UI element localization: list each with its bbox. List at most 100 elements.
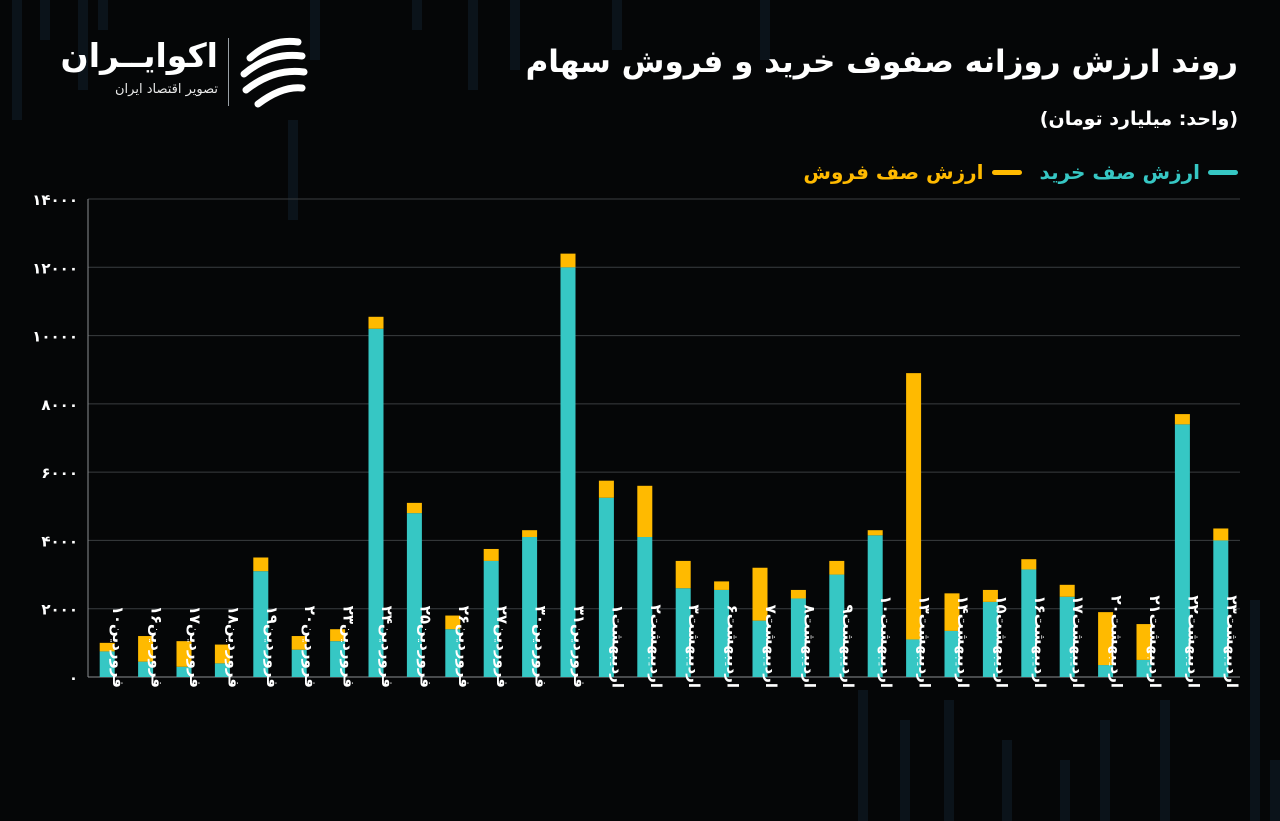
y-tick-label: ۸۰۰۰ [41, 396, 78, 414]
x-tick-label: فروردین۳۱ [570, 606, 588, 688]
x-tick-label: اردیبهشت۹ [839, 605, 857, 688]
x-tick-label: فروردین۱۹ [263, 606, 281, 688]
legend-label-sell: ارزش صف فروش [803, 160, 984, 184]
legend-item-sell: ارزش صف فروش [803, 160, 1022, 184]
bar-buy [483, 560, 499, 677]
bar-buy [1059, 596, 1075, 677]
x-tick-label: اردیبهشت۳ [685, 605, 703, 688]
x-tick-label: اردیبهشت۱۵ [992, 595, 1010, 688]
grid-lines [88, 198, 1240, 610]
x-tick-label: اردیبهشت۲۳ [1223, 595, 1241, 688]
bar-sell [291, 636, 307, 650]
bar-buy [714, 589, 730, 677]
bar-buy [944, 630, 960, 677]
y-tick-label: ۲۰۰۰ [41, 601, 78, 619]
decor-candle-2 [78, 0, 88, 90]
decor-candle-18 [1250, 600, 1260, 821]
bars [99, 253, 1229, 677]
bar-sell [867, 530, 883, 536]
x-tick-label: اردیبهشت۲۲ [1184, 595, 1202, 688]
bar-buy [906, 639, 922, 677]
brand-tagline: تصویر اقتصاد ایران [115, 82, 218, 97]
decor-candle-5 [310, 0, 320, 60]
bar-sell [714, 581, 730, 590]
chart-unit: (واحد: میلیارد تومان) [1039, 108, 1238, 130]
decor-candle-0 [12, 0, 22, 120]
decor-candle-17 [1160, 700, 1170, 821]
bar-sell [1213, 528, 1229, 541]
x-tick-label: اردیبهشت۲ [647, 605, 665, 688]
bar-buy [138, 661, 154, 677]
x-tick-label: فروردین۲۷ [493, 606, 511, 688]
x-tick-label: اردیبهشت۶ [724, 605, 742, 688]
bar-buy [368, 328, 384, 677]
y-tick-label: ۱۲۰۰۰ [32, 259, 78, 277]
x-tick-label: اردیبهشت۱۰ [877, 595, 895, 688]
decor-candle-4 [288, 120, 298, 220]
decor-candle-12 [900, 720, 910, 821]
y-tick-label: ۴۰۰۰ [41, 532, 78, 550]
x-tick-label: اردیبهشت۱۳ [916, 595, 934, 688]
bar-buy [867, 535, 883, 677]
x-tick-label: فروردین۲۴ [378, 606, 396, 688]
bar-sell [906, 373, 922, 640]
decor-candle-7 [468, 0, 478, 90]
decor-candle-10 [760, 0, 770, 60]
x-tick-label: اردیبهشت۲۰ [1108, 595, 1126, 688]
x-tick-label: فروردین۱۶ [148, 606, 166, 688]
x-tick-label: اردیبهشت۱ [608, 605, 626, 688]
decor-candle-16 [1100, 720, 1110, 821]
decor-candle-9 [612, 0, 622, 50]
bar-sell [214, 644, 230, 664]
bar-buy [1098, 665, 1114, 677]
bar-buy [176, 666, 192, 677]
bar-sell [1021, 559, 1037, 570]
x-tick-label: اردیبهشت۱۷ [1069, 595, 1087, 688]
y-tick-label: ۶۰۰۰ [41, 464, 78, 482]
legend-swatch-sell [991, 169, 1022, 175]
bar-sell [598, 480, 614, 498]
bar-buy [406, 513, 422, 677]
x-tick-label: فروردین۲۰ [301, 606, 319, 688]
x-tick-label: فروردین۳۰ [532, 606, 550, 688]
bar-sell [829, 560, 845, 575]
x-tick-label: فروردین۲۶ [455, 606, 473, 688]
chart-legend: ارزش صف خرید ارزش صف فروش [803, 160, 1238, 184]
bar-buy [214, 663, 230, 677]
bar-buy [522, 537, 538, 677]
bar-sell [1136, 624, 1152, 660]
bar-sell [560, 253, 576, 268]
bar-buy [330, 641, 346, 677]
bar-sell [253, 557, 269, 572]
decor-candle-1 [40, 0, 50, 40]
x-tick-label: فروردین۲۳ [340, 606, 358, 688]
bar-sell [330, 629, 346, 642]
bar-sell [176, 641, 192, 667]
bar-buy [1136, 659, 1152, 677]
bar-buy [253, 571, 269, 677]
bar-buy [637, 537, 653, 677]
decor-candle-15 [1060, 760, 1070, 821]
bar-sell [138, 636, 154, 662]
bar-sell [637, 485, 653, 538]
decor-candle-3 [98, 0, 108, 30]
y-tick-label: ۱۰۰۰۰ [32, 328, 78, 346]
bar-sell [445, 615, 461, 630]
decor-candle-13 [944, 700, 954, 821]
chart-title: روند ارزش روزانه صفوف خرید و فروش سهام [525, 44, 1238, 80]
legend-item-buy: ارزش صف خرید [1040, 160, 1238, 184]
brand-name: اکوایــران [60, 36, 218, 75]
bar-sell [1059, 584, 1075, 597]
bar-buy [982, 601, 998, 677]
x-tick-label: فروردین۱۰ [109, 606, 127, 688]
bar-buy [291, 649, 307, 677]
bar-buy [598, 497, 614, 677]
x-tick-label: فروردین۱۷ [186, 606, 204, 688]
logo-divider [228, 38, 229, 106]
brand-mark-icon [240, 37, 308, 108]
bar-sell [790, 589, 806, 599]
bar-sell [944, 593, 960, 631]
bar-buy [99, 651, 115, 677]
bar-sell [406, 502, 422, 514]
bar-buy [675, 588, 691, 677]
